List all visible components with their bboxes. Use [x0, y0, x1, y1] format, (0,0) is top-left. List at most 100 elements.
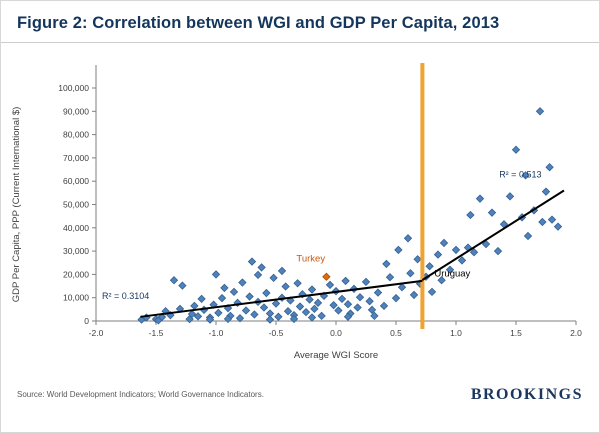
data-point [295, 302, 305, 311]
data-point [343, 300, 353, 309]
trend-line [421, 189, 565, 281]
data-point [379, 301, 389, 311]
data-point [409, 290, 419, 300]
y-tick-label: 40,000 [63, 223, 89, 233]
data-point [535, 107, 545, 116]
data-point [343, 312, 353, 321]
x-tick-label: 0.0 [330, 328, 342, 338]
data-point [247, 257, 257, 266]
data-point [161, 307, 170, 316]
figure-title: Figure 2: Correlation between WGI and GD… [17, 14, 500, 32]
figure-header: Figure 2: Correlation between WGI and GD… [1, 1, 599, 42]
data-point [293, 279, 302, 288]
data-point [361, 277, 371, 287]
data-point [307, 285, 317, 294]
data-point [439, 238, 449, 248]
data-point [241, 306, 251, 315]
data-point [178, 281, 187, 290]
data-point [211, 270, 221, 279]
data-point [313, 298, 323, 307]
data-point [403, 234, 413, 243]
data-point [365, 297, 374, 306]
data-point [487, 208, 497, 217]
y-tick-label: 70,000 [63, 153, 89, 163]
data-point [355, 293, 365, 302]
data-point [433, 250, 443, 259]
data-point [457, 256, 467, 265]
x-tick-label: -0.5 [269, 328, 284, 338]
y-tick-label: 100,000 [58, 83, 89, 93]
data-point [274, 312, 283, 321]
y-tick-label: 90,000 [63, 106, 89, 116]
data-point [235, 314, 245, 323]
data-point [370, 311, 379, 321]
data-point [281, 282, 290, 291]
data-point [238, 278, 247, 287]
data-point [223, 314, 233, 324]
data-point [190, 301, 199, 311]
data-point [233, 298, 242, 307]
y-axis-title: GDP Per Capita, PPP (Current Internation… [11, 107, 22, 303]
data-point [245, 292, 254, 301]
title-divider [1, 42, 599, 43]
x-tick-label: 1.0 [450, 328, 462, 338]
data-point [545, 163, 554, 172]
data-point [271, 299, 281, 308]
data-point [391, 294, 401, 303]
data-point [469, 248, 479, 257]
data-point [538, 217, 547, 227]
data-point [310, 304, 319, 314]
data-point [466, 210, 475, 220]
data-point [253, 270, 263, 280]
annotation: Turkey [296, 254, 325, 265]
annotation: R² = 0.3104 [102, 291, 149, 301]
chart-canvas: 0 10,000 20,000 30,000 40,000 50,000 60,000 70,… [11, 63, 582, 361]
data-point [269, 273, 278, 283]
data-point [475, 194, 485, 203]
data-point [413, 255, 422, 264]
data-point [397, 283, 407, 292]
data-point [406, 269, 415, 278]
x-tick-label: 0.5 [390, 328, 402, 338]
data-point [547, 215, 557, 224]
data-point [353, 303, 362, 312]
figure-footer: Source: World Development Indicators; Wo… [1, 363, 599, 432]
data-point [445, 265, 455, 274]
data-point [317, 311, 326, 321]
data-point [217, 294, 227, 303]
data-point [367, 305, 377, 314]
data-point [425, 262, 434, 271]
data-point [427, 287, 437, 297]
annotation: R² = 0.513 [499, 170, 541, 180]
data-point [394, 245, 403, 255]
data-point [220, 283, 229, 293]
data-point [505, 192, 515, 201]
data-point [250, 310, 259, 319]
y-tick-label: 20,000 [63, 269, 89, 279]
y-tick-label: 0 [84, 316, 89, 326]
data-point [277, 266, 287, 276]
y-tick-label: 30,000 [63, 246, 89, 256]
highlight-point-turkey [322, 272, 331, 281]
data-point [305, 295, 314, 304]
data-point [553, 222, 563, 231]
brookings-logo: BROOKINGS [470, 385, 583, 403]
data-point [481, 239, 491, 249]
data-point [169, 276, 179, 285]
data-point [193, 312, 203, 321]
y-tick-label: 80,000 [63, 130, 89, 140]
data-point [385, 273, 395, 282]
data-point [283, 307, 293, 316]
data-point [265, 315, 275, 324]
data-point [257, 263, 266, 272]
data-point [334, 306, 343, 315]
data-point [205, 315, 215, 324]
data-point [521, 171, 530, 180]
data-point [307, 313, 317, 322]
scatter-chart: 0 10,000 20,000 30,000 40,000 50,000 60,000 70,… [1, 43, 600, 363]
source-note: Source: World Development Indicators; Wo… [17, 390, 264, 399]
data-point [523, 231, 533, 241]
y-tick-label: 10,000 [63, 293, 89, 303]
data-point [541, 187, 551, 196]
